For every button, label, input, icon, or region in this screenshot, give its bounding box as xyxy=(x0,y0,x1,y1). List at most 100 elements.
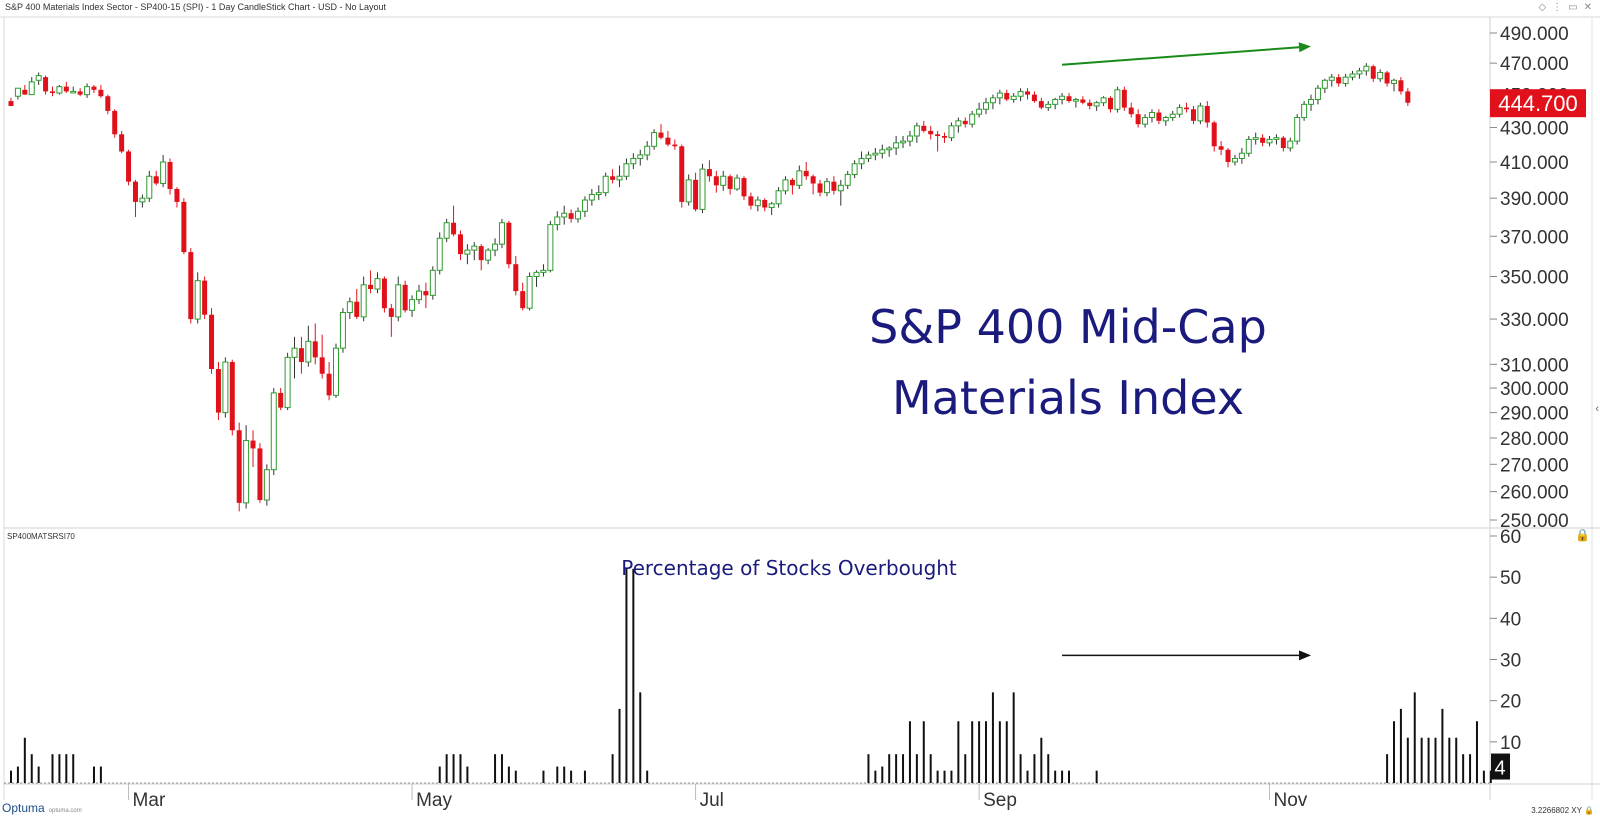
candle-body-up xyxy=(651,132,658,147)
candle xyxy=(1260,134,1266,147)
zoom-lock-icon[interactable]: 🔒 xyxy=(1584,806,1594,815)
candle xyxy=(588,188,595,206)
candle-body-down xyxy=(1038,101,1044,108)
candle-body-down xyxy=(8,101,14,106)
candle xyxy=(955,117,962,133)
price-trend-arrow xyxy=(1062,46,1300,66)
oscillator-axis-label: 60 xyxy=(1500,527,1521,548)
candle-body-up xyxy=(436,237,443,271)
candle-body-up xyxy=(333,347,340,396)
candle xyxy=(900,135,907,149)
candle xyxy=(1384,70,1390,87)
candle xyxy=(1135,109,1141,128)
x-axis-label: Nov xyxy=(1274,790,1308,811)
price-axis-label: 270.000 xyxy=(1500,455,1569,476)
candle xyxy=(713,170,719,193)
lock-icon[interactable]: 🔒 xyxy=(1575,528,1590,542)
candle xyxy=(1225,148,1231,168)
close-icon[interactable]: ✕ xyxy=(1583,2,1592,13)
price-axis-label: 260.000 xyxy=(1500,483,1569,504)
candle-body-up xyxy=(996,92,1003,99)
candle-body-down xyxy=(402,284,408,311)
candle-body-up xyxy=(1162,116,1169,122)
candle-body-up xyxy=(734,177,741,190)
candle-body-down xyxy=(1135,114,1141,125)
candle xyxy=(865,151,872,162)
candle-body-up xyxy=(485,249,492,261)
candle xyxy=(1218,141,1224,155)
candle xyxy=(906,130,913,147)
candle-body-down xyxy=(381,278,387,309)
candle xyxy=(672,139,678,150)
candle-body-up xyxy=(1197,105,1204,122)
candle-body-up xyxy=(893,142,900,149)
candle xyxy=(526,272,533,311)
candle-body-down xyxy=(250,440,256,449)
candle-body-down xyxy=(921,125,927,131)
candle-body-up xyxy=(243,440,250,504)
candle-body-down xyxy=(63,86,69,92)
candle xyxy=(222,357,229,418)
candle-body-down xyxy=(257,448,263,501)
candle-body-down xyxy=(1225,149,1231,162)
candle xyxy=(823,178,830,197)
candle xyxy=(257,443,263,503)
candle-body-down xyxy=(1066,96,1072,102)
candle xyxy=(451,205,457,237)
candle xyxy=(782,176,789,195)
candle xyxy=(665,130,671,147)
candle xyxy=(685,174,692,206)
candle xyxy=(112,109,118,138)
candle xyxy=(98,85,104,98)
zoom-xy-toggle[interactable]: XY xyxy=(1571,806,1582,815)
diamond-icon[interactable]: ◇ xyxy=(1538,2,1547,13)
candle-body-down xyxy=(1080,99,1086,103)
candle xyxy=(1370,64,1376,82)
candle xyxy=(478,244,484,271)
restore-icon[interactable]: ▭ xyxy=(1568,2,1578,13)
candle xyxy=(1231,154,1238,166)
main-chart-title-line1: S&P 400 Mid-Cap xyxy=(869,300,1267,354)
candle xyxy=(581,196,588,217)
candle-body-up xyxy=(429,269,436,296)
candle xyxy=(167,158,173,195)
candle-body-down xyxy=(762,200,768,208)
candle-body-up xyxy=(1328,76,1335,81)
candle xyxy=(1156,109,1162,125)
candle xyxy=(1031,91,1037,103)
candle xyxy=(1252,132,1259,145)
candle xyxy=(1017,88,1024,102)
candle-body-down xyxy=(1025,91,1031,95)
candle-body-down xyxy=(22,89,28,95)
candle xyxy=(1038,97,1044,110)
candle-body-up xyxy=(782,179,789,192)
candle xyxy=(976,102,983,118)
candle xyxy=(1059,93,1066,105)
candle-body-down xyxy=(319,357,325,374)
candle-body-up xyxy=(720,175,727,186)
candle-body-down xyxy=(713,176,719,186)
candle xyxy=(879,144,886,159)
more-icon[interactable]: ⋮ xyxy=(1552,2,1563,13)
oscillator-trend-arrowhead xyxy=(1299,650,1312,661)
candle-body-up xyxy=(616,175,623,181)
candle-body-up xyxy=(644,145,651,156)
candle-body-up xyxy=(492,243,499,251)
candle xyxy=(1045,101,1052,111)
candle-body-up xyxy=(879,149,886,154)
candle-body-up xyxy=(374,278,381,290)
candle xyxy=(630,153,637,170)
candle xyxy=(858,151,865,170)
candle xyxy=(146,170,153,202)
candle xyxy=(360,276,367,322)
candle-body-up xyxy=(1114,89,1121,110)
collapse-panel-icon[interactable]: ‹ xyxy=(1595,403,1599,415)
candle xyxy=(996,89,1003,105)
candle-body-up xyxy=(588,193,595,201)
candle-body-up xyxy=(1273,137,1280,140)
candle-body-up xyxy=(395,284,402,318)
candle xyxy=(429,266,436,300)
candle-body-down xyxy=(1336,77,1342,84)
main-chart-title-line2: Materials Index xyxy=(892,371,1244,425)
candle xyxy=(1238,148,1245,164)
